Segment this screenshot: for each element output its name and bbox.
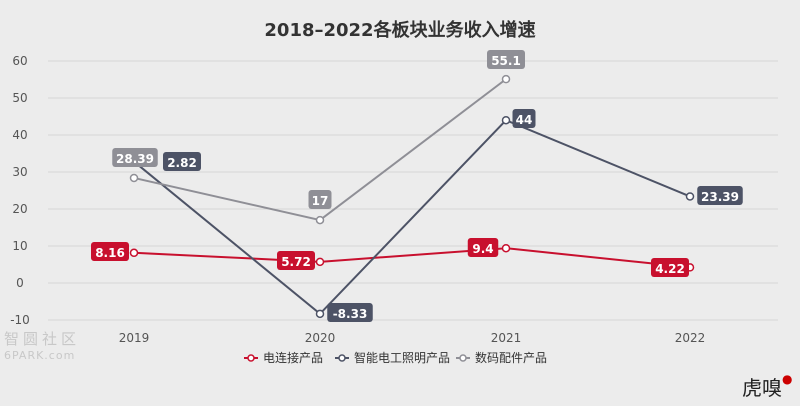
- data-label: 8.16: [95, 246, 125, 260]
- data-label-bg: [467, 238, 499, 257]
- y-tick-label: 40: [12, 128, 27, 142]
- data-label: 44: [516, 113, 533, 127]
- data-point: [501, 74, 511, 84]
- data-label-bg: [651, 258, 689, 277]
- data-label: 23.39: [701, 190, 739, 204]
- watermark-logo-text: 虎嗅: [742, 376, 782, 400]
- legend-swatch-marker: [459, 354, 467, 362]
- y-tick-label: 50: [12, 91, 27, 105]
- x-tick-label: 2022: [675, 331, 706, 345]
- y-tick-label: 60: [12, 54, 27, 68]
- legend-swatch-marker: [338, 354, 346, 362]
- data-point: [685, 192, 695, 201]
- data-label: -8.33: [333, 307, 368, 321]
- data-label: 28.39: [116, 152, 154, 166]
- legend-label: 数码配件产品: [475, 350, 547, 365]
- y-tick-label: 30: [12, 165, 27, 179]
- data-point: [315, 215, 325, 225]
- series-line: [133, 247, 691, 269]
- x-tick-label: 2020: [305, 331, 336, 345]
- data-label-bg: [277, 251, 315, 270]
- watermark-left: 智圆社区 6PARK.com: [4, 328, 82, 362]
- x-tick-label: 2019: [119, 331, 150, 345]
- data-point: [129, 173, 139, 183]
- y-tick-label: -10: [10, 313, 30, 327]
- data-point: [501, 115, 511, 125]
- watermark-left-en: 6PARK.com: [4, 349, 76, 362]
- data-label: 9.4: [472, 242, 493, 256]
- data-label: 5.72: [281, 255, 311, 269]
- watermark-logo: 虎嗅●: [742, 372, 793, 400]
- data-label-bg: [697, 186, 743, 205]
- data-label-bg: [308, 190, 332, 209]
- data-label: 2.82: [167, 156, 197, 170]
- data-label-bg: [327, 303, 373, 322]
- data-label-bg: [163, 152, 201, 171]
- data-label-bg: [487, 50, 525, 69]
- watermark-left-cn: 智圆社区: [4, 330, 81, 348]
- x-tick-label: 2021: [491, 331, 522, 345]
- data-point: [315, 257, 325, 267]
- legend-label: 电连接产品: [263, 350, 323, 365]
- y-tick-label: 20: [12, 202, 27, 216]
- legend-swatch-marker: [247, 354, 255, 362]
- legend-label: 智能电工照明产品: [354, 350, 450, 365]
- y-tick-label: 0: [16, 276, 24, 290]
- data-label-bg: [91, 242, 129, 261]
- y-tick-label: 10: [12, 239, 27, 253]
- data-label-bg: [512, 109, 536, 128]
- data-label: 55.1: [491, 54, 521, 68]
- data-point: [129, 248, 139, 258]
- data-point: [501, 243, 511, 253]
- data-label-bg: [112, 148, 158, 167]
- chart-title: 2018–2022各板块业务收入增速: [264, 19, 535, 41]
- data-label: 17: [312, 194, 329, 208]
- data-label: 4.22: [655, 262, 685, 276]
- data-point: [315, 309, 325, 319]
- series-line: [133, 119, 691, 316]
